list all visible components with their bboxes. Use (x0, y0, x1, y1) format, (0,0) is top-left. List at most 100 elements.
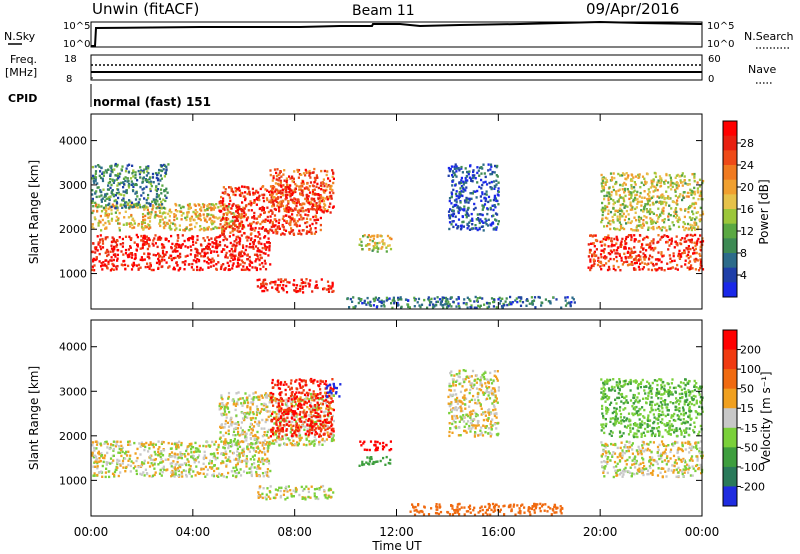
range-cell (196, 211, 199, 214)
range-cell (619, 224, 622, 228)
range-cell (271, 179, 274, 182)
range-cell (106, 267, 109, 270)
range-cell (272, 203, 275, 206)
range-cell (270, 201, 273, 204)
range-cell (160, 243, 164, 246)
range-cell (300, 203, 303, 207)
range-cell (227, 471, 230, 475)
range-cell (331, 285, 334, 288)
range-cell (109, 186, 112, 190)
range-cell (298, 400, 301, 403)
range-cell (98, 241, 101, 244)
range-cell (144, 241, 147, 244)
range-cell (624, 177, 627, 180)
range-cell (259, 467, 262, 470)
range-cell (302, 291, 305, 294)
range-cell (315, 283, 318, 287)
range-cell (481, 191, 484, 194)
range-cell (616, 227, 619, 231)
range-cell (105, 210, 108, 213)
range-cell (267, 428, 270, 432)
range-cell (255, 268, 258, 272)
range-cell (180, 214, 183, 217)
range-cell (144, 205, 147, 209)
range-cell (656, 258, 659, 261)
range-cell (118, 192, 121, 196)
range-cell (465, 303, 468, 306)
range-cell (482, 181, 485, 184)
range-cell (98, 457, 101, 460)
range-cell (203, 203, 206, 207)
range-cell (102, 188, 105, 191)
range-cell (238, 239, 242, 243)
range-cell (233, 221, 236, 224)
range-cell (656, 220, 659, 223)
range-cell (701, 212, 705, 216)
range-cell (633, 186, 636, 189)
range-cell (213, 464, 216, 467)
range-cell (215, 236, 218, 239)
range-cell (309, 279, 312, 282)
range-cell (104, 221, 107, 225)
range-cell (119, 243, 122, 246)
range-cell (259, 286, 262, 289)
range-cell (245, 266, 249, 269)
range-cell (246, 460, 249, 463)
range-cell (93, 449, 96, 452)
range-cell (91, 265, 94, 268)
range-cell (195, 261, 198, 264)
range-cell (323, 208, 327, 211)
range-cell (311, 398, 314, 402)
range-cell (462, 220, 465, 223)
range-cell (324, 401, 327, 405)
range-cell (620, 227, 623, 230)
range-cell (203, 239, 206, 242)
range-cell (279, 195, 282, 199)
range-cell (233, 427, 236, 431)
range-cell (312, 208, 316, 211)
range-cell (349, 297, 352, 301)
range-cell (325, 210, 328, 213)
range-cell (158, 263, 161, 266)
velocity-data-marks (91, 369, 704, 517)
range-cell (457, 297, 460, 300)
range-cell (207, 225, 210, 229)
range-cell (124, 179, 127, 183)
range-cell (595, 248, 598, 251)
range-cell (690, 204, 693, 208)
range-cell (657, 234, 660, 237)
range-cell (319, 199, 322, 202)
range-cell (206, 247, 209, 251)
range-cell (251, 266, 254, 269)
range-cell (211, 203, 215, 206)
y-tick-label: 2000 (59, 223, 87, 236)
range-cell (689, 191, 692, 195)
range-cell (223, 205, 226, 208)
range-cell (264, 247, 267, 250)
range-cell (190, 468, 193, 471)
range-cell (615, 255, 618, 259)
range-cell (688, 206, 691, 209)
range-cell (254, 442, 258, 445)
range-cell (175, 227, 178, 230)
range-cell (285, 195, 288, 199)
range-cell (263, 243, 266, 246)
range-cell (564, 299, 567, 302)
range-cell (441, 304, 444, 307)
range-cell (159, 220, 162, 223)
range-cell (669, 257, 672, 260)
range-cell (235, 442, 238, 445)
range-cell (589, 248, 592, 252)
range-cell (448, 221, 452, 224)
range-cell (257, 257, 260, 260)
range-cell (248, 450, 251, 453)
range-cell (681, 184, 684, 187)
range-cell (295, 223, 298, 227)
range-cell (648, 212, 651, 216)
range-cell (471, 192, 474, 195)
range-cell (461, 215, 464, 219)
range-cell (460, 224, 463, 227)
range-cell (304, 174, 307, 177)
range-cell (270, 191, 273, 194)
range-cell (357, 297, 360, 300)
